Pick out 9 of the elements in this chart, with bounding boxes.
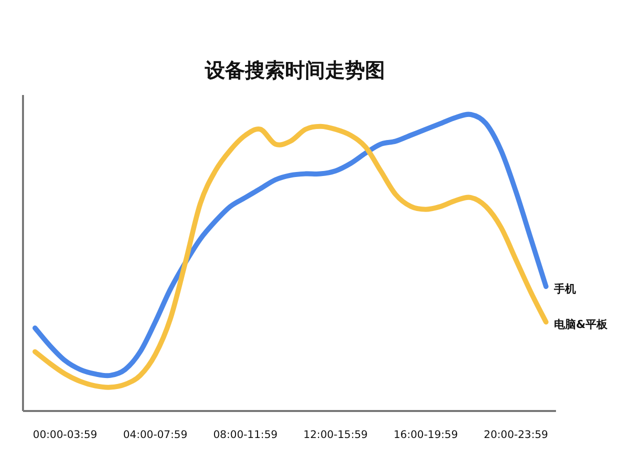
x-tick-label: 04:00-07:59 <box>123 429 188 441</box>
x-tick-label: 20:00-23:59 <box>484 429 548 441</box>
x-tick-label: 16:00-19:59 <box>394 429 458 441</box>
series-label: 手机 <box>553 282 576 296</box>
series-label: 电脑&平板 <box>554 318 609 332</box>
x-tick-label: 08:00-11:59 <box>213 429 278 441</box>
x-tick-label: 12:00-15:59 <box>303 429 368 441</box>
chart-title: 设备搜索时间走势图 <box>204 58 385 82</box>
x-tick-label: 00:00-03:59 <box>32 429 98 441</box>
